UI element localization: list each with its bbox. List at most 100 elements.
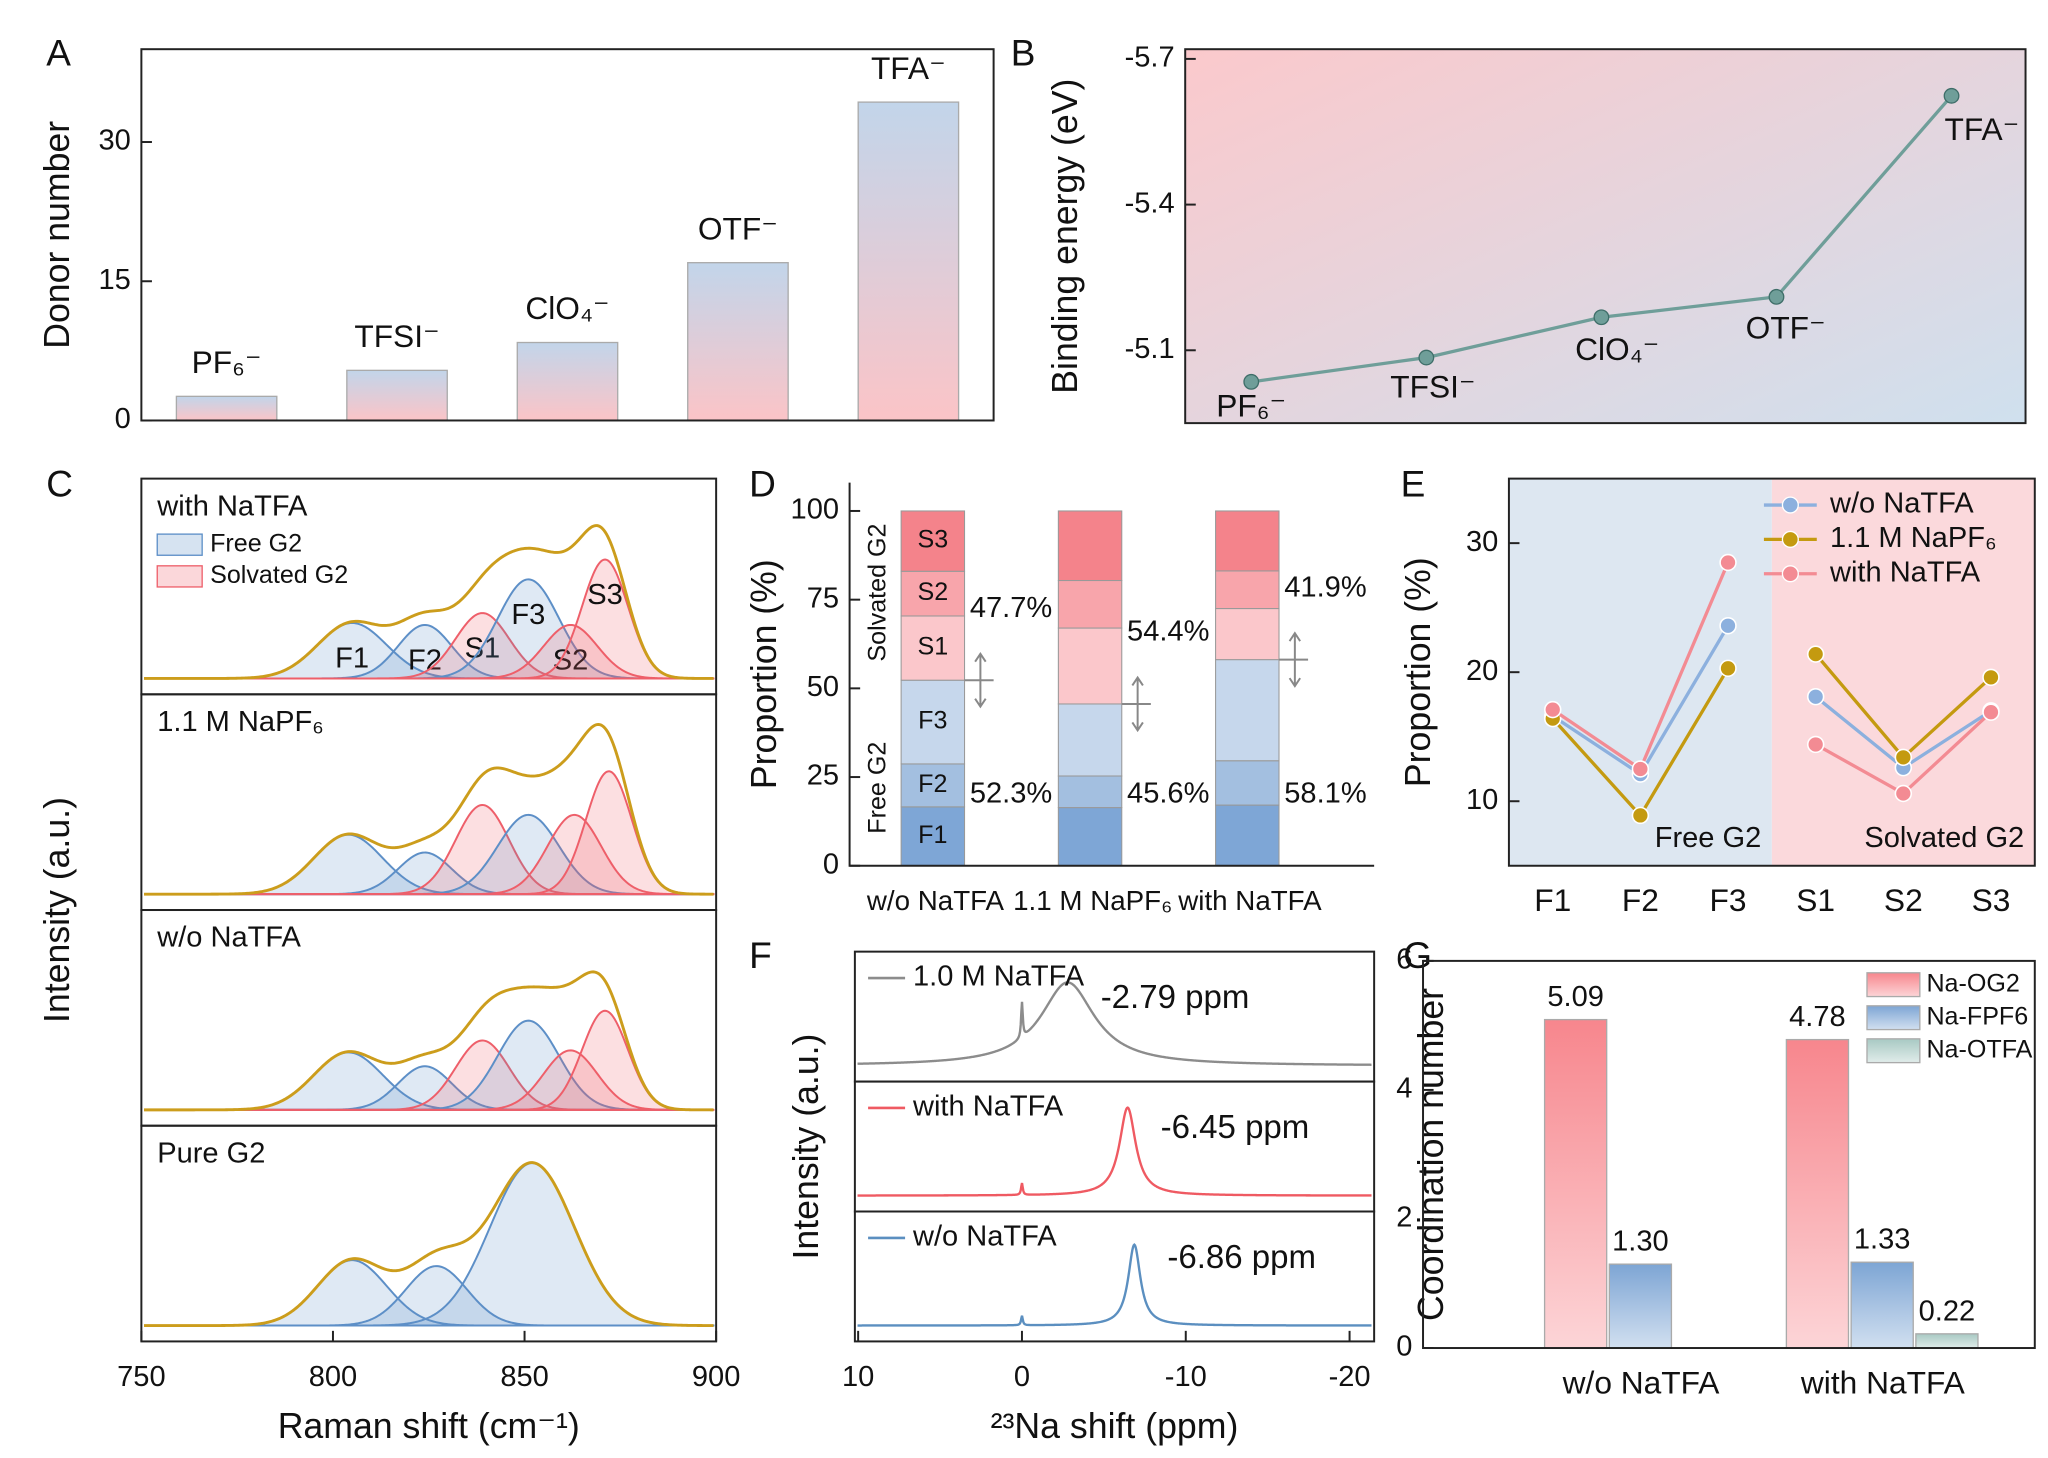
x-tick-label: 10 xyxy=(842,1361,874,1393)
data-point xyxy=(1943,87,1960,104)
x-tick-label: with NaTFA xyxy=(1177,885,1322,916)
data-point xyxy=(1631,806,1650,825)
y-axis-label: Intensity (a.u.) xyxy=(786,1034,826,1260)
legend-swatch xyxy=(1866,972,1921,998)
bar-segment xyxy=(1215,659,1280,762)
subplot-frame xyxy=(853,1210,1376,1343)
bar-segment xyxy=(900,510,966,572)
y-axis-label: Donor number xyxy=(37,121,77,349)
legend-swatch xyxy=(156,533,203,556)
bar-segment xyxy=(900,570,966,617)
bar-segment xyxy=(1057,627,1123,705)
x-tick-label: S2 xyxy=(1884,882,1923,918)
y-tick-label: 6 xyxy=(1396,944,1412,976)
series-label: w/o NaTFA xyxy=(156,922,301,954)
bar-category-label: ClO₄⁻ xyxy=(525,290,609,326)
x-tick-label: with NaTFA xyxy=(1800,1364,1966,1400)
data-point xyxy=(1593,309,1610,326)
bar-category-label: PF₆⁻ xyxy=(192,344,262,380)
y-tick-label: 20 xyxy=(1466,655,1498,687)
y-axis-label: Binding energy (eV) xyxy=(1045,79,1085,394)
x-tick-label: 800 xyxy=(309,1361,357,1393)
bar-segment xyxy=(1057,807,1123,867)
y-tick-label: 75 xyxy=(807,582,839,614)
y-tick-label: 4 xyxy=(1396,1073,1412,1105)
series-label: Pure G2 xyxy=(157,1137,265,1169)
y-axis-label: Proportion (%) xyxy=(1398,557,1438,787)
panel-letter: B xyxy=(1011,33,1036,74)
bar xyxy=(346,369,448,422)
shift-label: -6.86 ppm xyxy=(1167,1238,1316,1275)
bar-segment xyxy=(1215,804,1280,867)
bar xyxy=(1915,1333,1979,1349)
point-label: ClO₄⁻ xyxy=(1575,331,1659,367)
bar-category-label: TFA⁻ xyxy=(871,50,946,86)
legend-swatch xyxy=(156,565,203,588)
bar-category-label: TFSI⁻ xyxy=(354,318,439,354)
x-tick-label: S3 xyxy=(1972,882,2011,918)
bar-segment xyxy=(1215,608,1280,661)
legend-marker xyxy=(1781,496,1799,514)
legend-label: Solvated G2 xyxy=(210,561,348,589)
x-tick-label: F2 xyxy=(1622,882,1659,918)
x-tick-label: F3 xyxy=(1710,882,1747,918)
segment-label: S3 xyxy=(917,526,948,554)
y-tick-label: 25 xyxy=(807,760,839,792)
free-total: 45.6% xyxy=(1127,777,1209,809)
segment-label: S1 xyxy=(917,633,948,661)
bar-segment xyxy=(1057,579,1123,629)
bar xyxy=(1543,1018,1608,1349)
bar-category-label: OTF⁻ xyxy=(698,210,778,246)
value-label: 1.33 xyxy=(1854,1224,1911,1256)
y-tick-label: 10 xyxy=(1466,784,1498,816)
panel-letter: F xyxy=(749,935,772,976)
value-label: 5.09 xyxy=(1547,981,1604,1013)
bar-segment xyxy=(1057,775,1123,809)
region-label: Solvated G2 xyxy=(1864,822,2024,854)
y-tick-label: 15 xyxy=(98,264,130,296)
segment-label: F3 xyxy=(918,707,947,735)
bar-segment xyxy=(900,763,966,808)
bar xyxy=(1850,1261,1914,1349)
x-axis-label: ²³Na shift (ppm) xyxy=(991,1406,1239,1446)
fit-envelope xyxy=(144,524,714,680)
data-point xyxy=(1719,659,1737,678)
legend-marker xyxy=(1781,530,1799,548)
data-point xyxy=(1631,760,1650,778)
x-tick-label: w/o NaTFA xyxy=(1562,1364,1721,1400)
plot-background xyxy=(1185,49,2026,424)
plot-frame xyxy=(1507,477,2036,867)
x-axis-label: Raman shift (cm⁻¹) xyxy=(278,1406,580,1446)
nmr-spectrum xyxy=(857,1106,1372,1197)
peak-label: F3 xyxy=(511,599,545,631)
y-tick-label: 30 xyxy=(1466,526,1498,558)
bar-segment xyxy=(1215,570,1280,610)
x-tick-label: 850 xyxy=(500,1361,548,1393)
point-label: TFA⁻ xyxy=(1944,111,2019,147)
fit-envelope xyxy=(144,970,714,1112)
legend-swatch xyxy=(1866,1038,1921,1064)
y-axis-label: Coordination number xyxy=(1411,988,1451,1321)
point-label: TFSI⁻ xyxy=(1390,369,1475,405)
x-tick-label: w/o NaTFA xyxy=(866,885,1005,916)
panel-letter: G xyxy=(1403,935,1432,976)
shift-label: -6.45 ppm xyxy=(1161,1108,1310,1145)
bar xyxy=(516,341,619,422)
x-tick-label: 750 xyxy=(117,1361,165,1393)
bar-segment xyxy=(900,615,966,681)
x-tick-label: 0 xyxy=(1014,1361,1030,1393)
segment-label: F1 xyxy=(918,821,947,849)
peak-label: S2 xyxy=(553,645,589,677)
free-total: 52.3% xyxy=(970,777,1052,809)
legend-label: Na-OTFA xyxy=(1926,1035,2032,1063)
y-axis-label: Proportion (%) xyxy=(744,559,784,789)
y-tick-label: 0 xyxy=(823,848,839,880)
legend-label: 1.1 M NaPF₆ xyxy=(1830,522,1997,554)
data-point xyxy=(1894,748,1913,767)
series-label: 1.1 M NaPF₆ xyxy=(157,706,324,738)
data-point xyxy=(1243,373,1260,390)
x-tick-label: F1 xyxy=(1534,882,1571,918)
bar-segment xyxy=(900,806,966,867)
data-point xyxy=(1544,700,1562,719)
